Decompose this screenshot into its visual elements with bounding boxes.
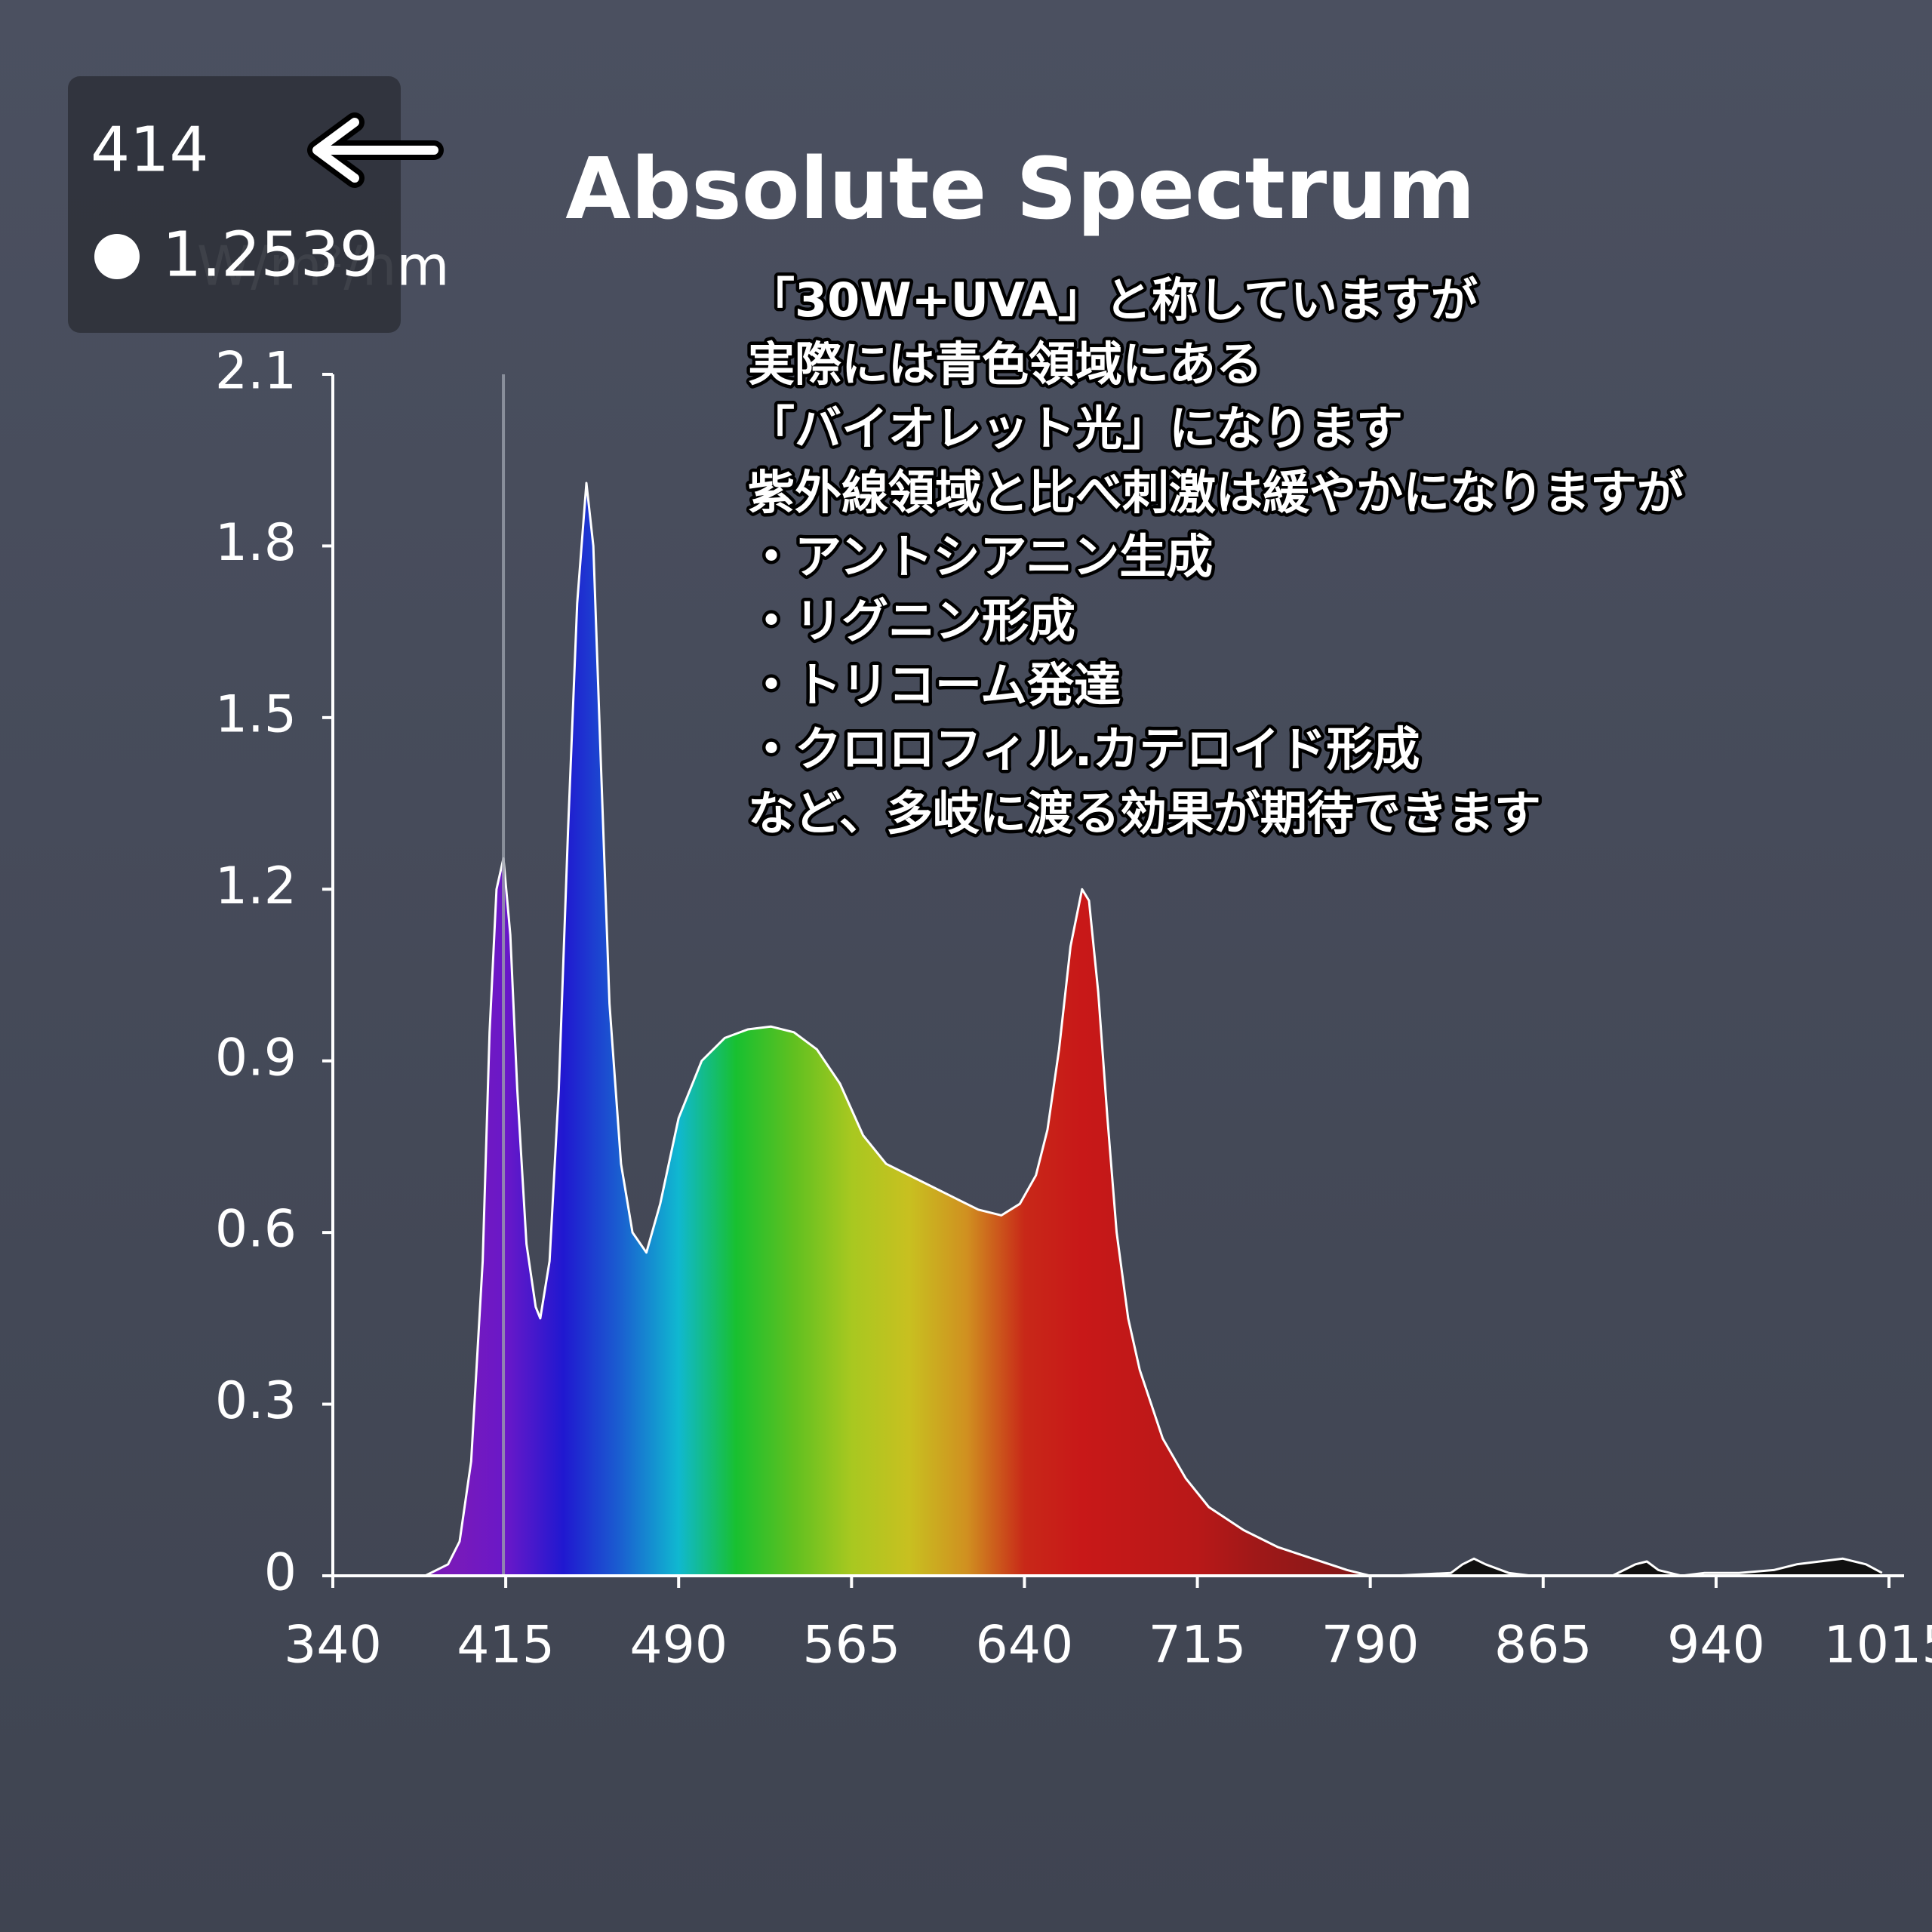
annotation-line: ・アントシアニン生成	[748, 529, 1213, 584]
annotation-line: ・クロロフィル.カテロイド形成	[748, 721, 1420, 777]
x-tick-label: 415	[457, 1616, 555, 1675]
tooltip: 414 1.2539	[68, 76, 444, 333]
y-tick-label: 1.8	[215, 513, 297, 573]
y-tick-label: 1.2	[215, 857, 297, 916]
arrow	[312, 118, 438, 183]
x-tick-label: 715	[1149, 1616, 1247, 1675]
y-tick-label: 2.1	[215, 342, 297, 401]
x-tick-label: 490	[629, 1616, 728, 1675]
area-fill	[425, 483, 1882, 1576]
y-tick-label: 0.6	[215, 1200, 297, 1260]
x-tick-label: 1015	[1823, 1616, 1932, 1675]
annotation-line: 「30W+UVA」と称していますが	[748, 272, 1478, 328]
tooltip-value: 1.2539	[162, 219, 379, 291]
x-tick-label: 865	[1494, 1616, 1592, 1675]
annotation-line: 「バイオレット光」になります	[748, 401, 1403, 456]
y-tick-label: 0	[264, 1543, 297, 1603]
annotation-line: 紫外線領域と比べ刺激は緩やかになりますが	[748, 465, 1684, 520]
x-tick-label: 790	[1321, 1616, 1420, 1675]
y-tick-label: 0.3	[215, 1371, 297, 1431]
annotation-line: ・リグニン形成	[748, 593, 1075, 648]
annotation-line: 実際には青色領域にある	[748, 337, 1263, 392]
plot: 0 0.3 0.6 0.9 1.2 1.5 1.8 2.1 340 415 490 565 640 715…	[215, 342, 1932, 1675]
x-tick-label: 640	[976, 1616, 1074, 1675]
y-tick-label: 0.9	[215, 1028, 297, 1088]
chart-title: Absolute Spectrum	[565, 140, 1475, 238]
x-tick-label: 340	[284, 1616, 382, 1675]
tooltip-x: 414	[91, 114, 209, 186]
annotation: 「30W+UVA」と称していますが実際には青色領域にある「バイオレット光」になり…	[745, 269, 1687, 844]
x-tick-label: 940	[1667, 1616, 1765, 1675]
x-tick-label: 565	[802, 1616, 900, 1675]
tooltip-marker	[94, 234, 140, 279]
y-tick-label: 1.5	[215, 685, 297, 744]
annotation-line: など、多岐に渡る効果が期待できます	[748, 786, 1541, 841]
annotation-line: ・トリコーム発達	[748, 657, 1121, 712]
